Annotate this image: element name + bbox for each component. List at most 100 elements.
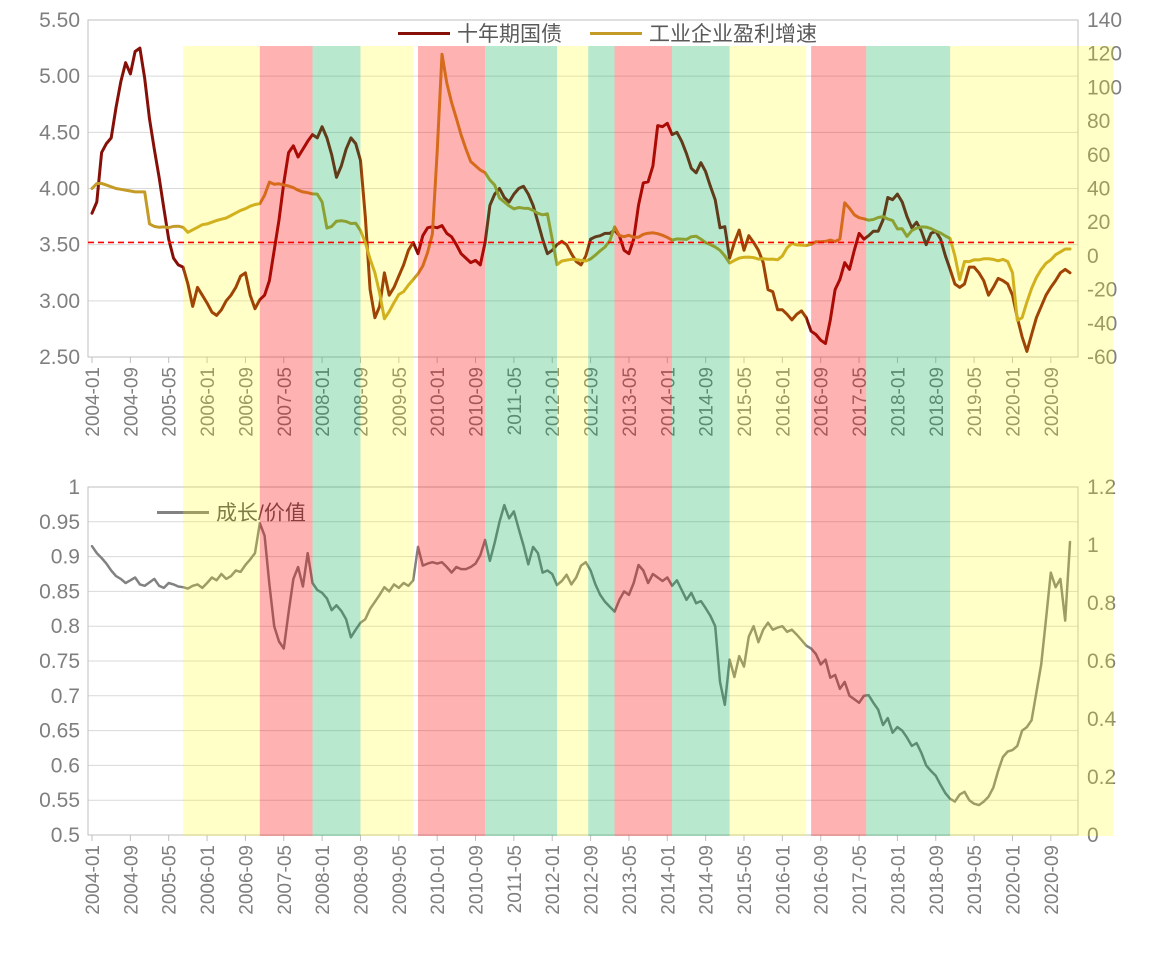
x-axis-label: 2020-01 [1003, 845, 1024, 915]
regime-band-green [485, 46, 558, 836]
x-axis-label: 2008-09 [351, 367, 372, 437]
left-axis-label: 0.7 [51, 685, 80, 708]
x-axis-label: 2018-09 [927, 845, 948, 915]
right-axis-label: 0.4 [1087, 708, 1117, 731]
x-axis-label: 2020-01 [1003, 367, 1024, 437]
left-axis-label: 5.00 [39, 65, 80, 88]
right-axis-label: 100 [1087, 76, 1122, 99]
x-axis-label: 2012-09 [582, 845, 603, 915]
right-axis-label: 80 [1087, 110, 1110, 133]
x-axis-label: 2005-05 [160, 845, 181, 915]
x-axis-label: 2006-01 [198, 367, 219, 437]
x-axis-label: 2012-01 [543, 367, 564, 437]
x-axis-label: 2019-05 [965, 367, 986, 437]
series-line-1-0 [90, 503, 1072, 807]
regime-band-yellow [950, 46, 1114, 836]
x-axis-label: 2015-05 [735, 845, 756, 915]
series-line-0-0 [90, 46, 1072, 353]
profit-growth-series-swatch [590, 31, 642, 35]
left-axis-label: 1 [68, 476, 80, 499]
regime-band-green [672, 46, 730, 836]
profit-growth-series-label: 工业企业盈利增速 [649, 23, 817, 46]
treasury-series-swatch [398, 31, 450, 35]
x-axis-label: 2004-01 [83, 845, 104, 915]
right-axis-label: 1.2 [1087, 476, 1116, 499]
x-axis-label: 2010-09 [467, 845, 488, 915]
right-axis-label: -20 [1087, 279, 1117, 302]
right-axis-label: 20 [1087, 211, 1110, 234]
series-line-0-1 [90, 52, 1072, 322]
right-axis-label: 0.6 [1087, 650, 1116, 673]
growth-value-series-swatch [157, 510, 209, 514]
regime-band-yellow [360, 46, 414, 836]
left-axis-label: 0.75 [39, 650, 80, 673]
x-axis-label: 2006-09 [236, 845, 257, 915]
x-axis-label: 2016-09 [812, 845, 833, 915]
x-axis-label: 2018-01 [888, 367, 909, 437]
x-axis-label: 2010-01 [428, 845, 449, 915]
x-axis-label: 2017-05 [850, 845, 871, 915]
regime-band-red [259, 46, 313, 836]
x-axis-label: 2014-01 [658, 367, 679, 437]
right-axis-label: 120 [1087, 43, 1122, 66]
x-axis-label: 2014-09 [697, 367, 718, 437]
x-axis-label: 2011-05 [505, 845, 526, 913]
x-axis-label: 2020-09 [1042, 845, 1063, 915]
x-axis-label: 2017-05 [850, 367, 871, 437]
left-axis-label: 0.95 [39, 511, 80, 534]
treasury-series-label: 十年期国债 [457, 23, 562, 46]
plot-border [87, 486, 1079, 836]
left-axis-label: 5.50 [39, 9, 80, 32]
x-axis-label: 2008-01 [313, 367, 334, 437]
x-axis-label: 2016-01 [773, 367, 794, 437]
x-axis-label: 2004-09 [121, 845, 142, 915]
x-axis-label: 2016-01 [773, 845, 794, 915]
right-axis-label: 60 [1087, 144, 1110, 167]
x-axis-label: 2006-01 [198, 845, 219, 915]
right-axis-label: 0 [1087, 245, 1099, 268]
left-axis-label: 0.5 [51, 824, 80, 847]
x-axis-label: 2004-01 [83, 367, 104, 437]
x-axis-label: 2014-01 [658, 845, 679, 915]
x-axis-label: 2019-05 [965, 845, 986, 915]
x-axis-label: 2012-09 [582, 367, 603, 437]
top-chart-legend: 十年期国债 工业企业盈利增速 [398, 18, 817, 48]
x-axis-label: 2013-05 [620, 367, 641, 437]
regime-band-red [614, 46, 673, 836]
bottom-chart-legend: 成长/价值 [157, 497, 306, 527]
left-axis-label: 0.6 [51, 754, 80, 777]
x-axis-label: 2007-05 [275, 367, 296, 437]
left-axis-label: 0.65 [39, 720, 80, 743]
regime-band-green [588, 46, 615, 836]
x-axis-label: 2012-01 [543, 845, 564, 915]
left-axis-label: 0.8 [51, 615, 80, 638]
right-axis-label: -60 [1087, 346, 1117, 369]
growth-value-series-label: 成长/价值 [216, 497, 306, 527]
regime-band-yellow [729, 46, 807, 836]
x-axis-label: 2018-09 [927, 367, 948, 437]
left-axis-label: 3.00 [39, 290, 80, 313]
right-axis-label: 0.8 [1087, 592, 1116, 615]
left-axis-label: 2.50 [39, 346, 80, 369]
left-axis-label: 0.85 [39, 580, 80, 603]
left-axis-label: 4.00 [39, 178, 80, 201]
x-axis-label: 2016-09 [812, 367, 833, 437]
regime-band-red [811, 46, 867, 836]
x-axis-label: 2010-01 [428, 367, 449, 437]
right-axis-label: 0.2 [1087, 766, 1116, 789]
right-axis-label: 140 [1087, 9, 1122, 32]
left-axis-label: 0.9 [51, 546, 80, 569]
x-axis-label: 2004-09 [121, 367, 142, 437]
x-axis-label: 2005-05 [160, 367, 181, 437]
regime-band-red [418, 46, 486, 836]
x-axis-label: 2009-05 [390, 367, 411, 437]
right-axis-label: 0 [1087, 824, 1099, 847]
x-axis-label: 2007-05 [275, 845, 296, 915]
x-axis-label: 2008-09 [351, 845, 372, 915]
regime-band-yellow [557, 46, 589, 836]
x-axis-label: 2015-05 [735, 367, 756, 437]
x-axis-label: 2010-09 [467, 367, 488, 437]
x-axis-label: 2020-09 [1042, 367, 1063, 437]
